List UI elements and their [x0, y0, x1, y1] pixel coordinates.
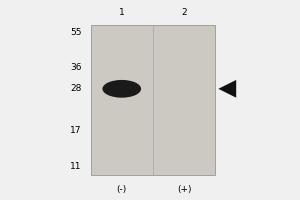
- Text: 17: 17: [70, 126, 82, 135]
- Text: (-): (-): [117, 185, 127, 194]
- Text: 36: 36: [70, 63, 82, 72]
- Ellipse shape: [102, 80, 141, 98]
- Text: 11: 11: [70, 162, 82, 171]
- Text: 55: 55: [70, 28, 82, 37]
- Text: 2: 2: [182, 8, 187, 17]
- Bar: [91, 25, 215, 175]
- Text: 28: 28: [70, 84, 82, 93]
- Text: (+): (+): [177, 185, 191, 194]
- Text: 1: 1: [119, 8, 124, 17]
- Polygon shape: [218, 80, 236, 98]
